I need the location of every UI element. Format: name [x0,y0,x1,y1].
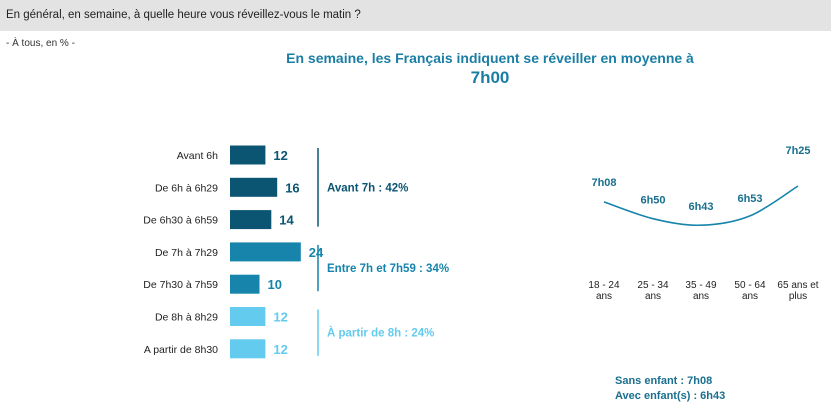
bar [230,210,272,230]
bar-value-label: 14 [279,213,294,228]
bar-category-label: De 7h30 à 7h59 [143,279,218,291]
bar-category-label: De 6h30 à 6h59 [143,215,218,227]
bar-category-label: De 8h à 8h29 [155,312,218,324]
bar [230,242,301,262]
age-value-label: 6h53 [737,193,762,205]
bar-category-label: De 7h à 7h29 [155,247,218,259]
age-curve [603,185,799,227]
group-label: Avant 7h : 42% [327,182,408,194]
headline-text: En semaine, les Français indiquent se ré… [286,50,694,66]
note-with-children: Avec enfant(s) : 6h43 [615,390,726,402]
bar-category-label: Avant 6h [177,150,218,162]
age-category-label: 65 ans et plus [777,280,818,302]
bar-category-label: De 6h à 6h29 [155,182,218,194]
headline: En semaine, les Français indiquent se ré… [250,48,730,88]
bar-value-label: 16 [285,180,299,195]
bar-category-label: A partir de 8h30 [144,344,218,356]
age-value-label: 7h25 [785,145,810,157]
age-category-label: 18 - 24 ans [588,280,620,302]
question-bar: En général, en semaine, à quelle heure v… [0,0,831,31]
group-label: Entre 7h et 7h59 : 34% [327,263,449,275]
bar-value-label: 12 [273,342,287,357]
age-category-label: 25 - 34 ans [637,280,669,302]
bar-value-label: 24 [309,245,324,260]
bar [230,145,266,165]
age-category-label: 35 - 49 ans [685,280,717,302]
bar-value-label: 12 [273,148,287,163]
bar-value-label: 12 [273,310,287,325]
age-value-label: 7h08 [591,177,616,189]
group-label: À partir de 8h : 24% [327,327,434,340]
age-value-label: 6h50 [640,195,665,207]
age-value-label: 6h43 [688,201,713,213]
bar [230,339,266,359]
notes: Sans enfant : 7h08 Avec enfant(s) : 6h43 [615,374,725,404]
question-text: En général, en semaine, à quelle heure v… [6,9,361,21]
base-note: - À tous, en % - [6,38,75,49]
bar-value-label: 10 [268,277,282,292]
bar [230,274,260,294]
bar [230,307,266,326]
bar [230,177,278,197]
headline-average: 7h00 [470,68,510,87]
note-without-children: Sans enfant : 7h08 [615,375,713,387]
age-category-label: 50 - 64 ans [734,280,766,302]
